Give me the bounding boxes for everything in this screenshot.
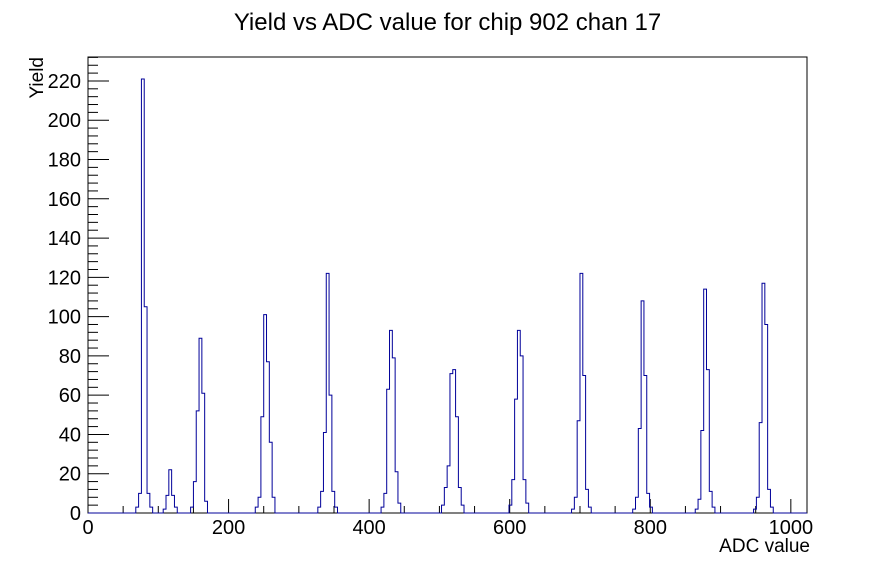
y-tick-label: 60 [59, 385, 81, 407]
x-tick-label: 200 [212, 517, 245, 539]
x-tick-label: 0 [82, 517, 93, 539]
chart-title: Yield vs ADC value for chip 902 chan 17 [233, 9, 662, 36]
x-axis-title: ADC value [719, 536, 810, 557]
histogram-line [88, 78, 807, 514]
x-tick-label: 600 [493, 517, 526, 539]
y-tick-label: 40 [59, 424, 81, 446]
y-tick-label: 160 [48, 189, 81, 211]
x-tick-label: 400 [352, 517, 385, 539]
y-tick-label: 100 [48, 307, 81, 329]
y-tick-label: 140 [48, 228, 81, 250]
y-tick-label: 80 [59, 346, 81, 368]
y-tick-label: 180 [48, 150, 81, 172]
y-tick-label: 120 [48, 267, 81, 289]
y-tick-label: 220 [48, 71, 81, 93]
y-tick-label: 200 [48, 110, 81, 132]
x-tick-label: 1000 [769, 517, 814, 539]
x-tick-label: 800 [634, 517, 667, 539]
y-tick-label: 0 [70, 503, 81, 525]
y-tick-label: 20 [59, 464, 81, 486]
y-axis-title: Yield [27, 57, 48, 99]
